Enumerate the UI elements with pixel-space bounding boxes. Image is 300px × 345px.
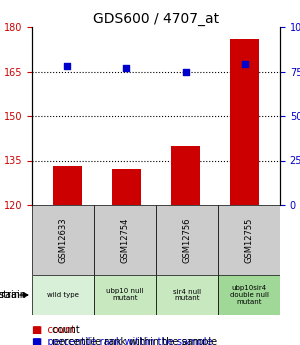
Text: count: count xyxy=(49,325,79,335)
Bar xyxy=(32,205,94,275)
Bar xyxy=(218,205,280,275)
Text: ■: ■ xyxy=(32,337,41,345)
Text: ubp10sir4
double null
mutant: ubp10sir4 double null mutant xyxy=(230,285,268,305)
Bar xyxy=(171,146,200,205)
Text: ■: ■ xyxy=(32,325,41,335)
Text: percentile rank within the sample: percentile rank within the sample xyxy=(49,337,217,345)
Point xyxy=(124,65,129,71)
Text: strain: strain xyxy=(0,290,26,300)
Text: GSM12633: GSM12633 xyxy=(58,217,68,263)
Bar xyxy=(156,205,218,275)
Bar xyxy=(94,275,156,315)
Text: sir4 null
mutant: sir4 null mutant xyxy=(173,288,201,302)
Bar xyxy=(230,39,259,205)
Text: strain: strain xyxy=(0,290,20,300)
Bar xyxy=(156,275,218,315)
Bar xyxy=(94,205,156,275)
Point xyxy=(242,62,247,67)
Text: wild type: wild type xyxy=(47,292,79,298)
Title: GDS600 / 4707_at: GDS600 / 4707_at xyxy=(93,12,219,26)
Bar xyxy=(53,166,82,205)
Text: ■  count: ■ count xyxy=(32,325,75,335)
Point xyxy=(183,69,188,74)
Bar xyxy=(32,275,94,315)
Text: GSM12756: GSM12756 xyxy=(182,217,191,263)
Point xyxy=(65,63,70,69)
Text: GSM12754: GSM12754 xyxy=(121,217,130,263)
Text: ■  percentile rank within the sample: ■ percentile rank within the sample xyxy=(32,337,212,345)
Text: GSM12755: GSM12755 xyxy=(244,217,253,263)
Text: ubp10 null
mutant: ubp10 null mutant xyxy=(106,288,144,302)
Bar xyxy=(218,275,280,315)
Bar xyxy=(112,169,141,205)
